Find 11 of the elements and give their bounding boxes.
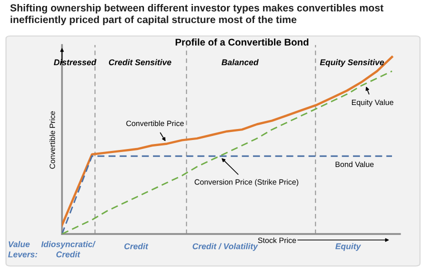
text: Credit [124,243,148,250]
text: Equity [335,243,362,251]
text: Idiosyncratic/ Credit [41,241,96,258]
chart-title: Shifting ownership between different investor types makes convertibles most inefficiently priced part of capital structure most of the time [10,4,384,26]
text: Credit / Volatility [192,243,258,251]
annotation: Distressed [54,59,96,66]
chart-subtitle: Profile of a Convertible Bond [176,38,308,46]
annotation: Balanced [222,59,259,66]
annotation: Equity Sensitive [320,59,384,67]
text: Value Levers: [8,241,38,258]
annotation: Credit Sensitive [108,59,172,66]
